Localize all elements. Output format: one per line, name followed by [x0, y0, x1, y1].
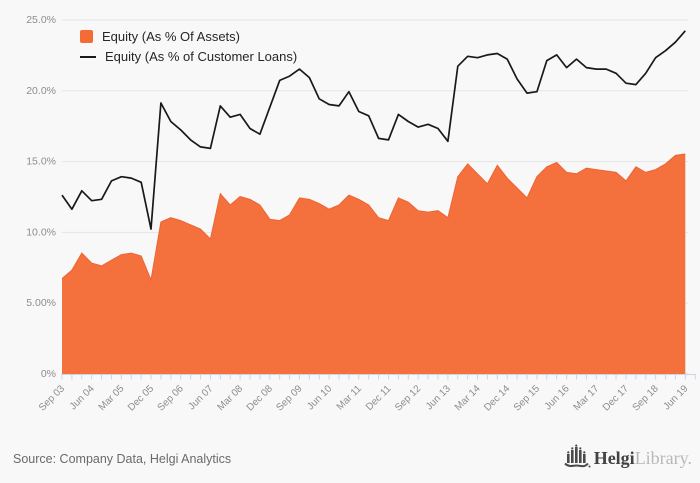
helgi-library-logo[interactable]: HelgiLibrary. — [563, 444, 692, 469]
legend-item-equity-loans[interactable]: Equity (As % of Customer Loans) — [80, 49, 297, 64]
x-axis-label: Dec 05 — [126, 383, 156, 413]
x-axis-label: Dec 14 — [482, 383, 512, 413]
y-axis-label: 0% — [41, 368, 56, 380]
x-axis-label: Sep 09 — [274, 383, 304, 413]
source-note: Source: Company Data, Helgi Analytics — [13, 452, 232, 466]
x-axis-label: Sep 15 — [512, 383, 542, 413]
x-axis-label: Mar 05 — [97, 383, 127, 413]
x-axis-label: Dec 17 — [601, 383, 631, 413]
y-axis-label: 5.00% — [26, 297, 56, 309]
x-axis-label: Sep 18 — [631, 383, 661, 413]
x-axis-label: Dec 11 — [364, 383, 394, 413]
y-axis-label: 25.0% — [26, 14, 56, 26]
x-axis-label: Jun 04 — [68, 383, 97, 412]
x-axis-label: Jun 13 — [424, 383, 453, 412]
x-axis-label: Jun 07 — [187, 383, 216, 412]
x-axis-label: Mar 11 — [335, 383, 365, 413]
equity-assets-area[interactable] — [62, 154, 686, 375]
equity-loans-line-icon — [80, 55, 96, 58]
equity-assets-area-edge — [61, 153, 686, 282]
x-axis-label: Dec 08 — [245, 383, 275, 413]
chart-legend: Equity (As % Of Assets) Equity (As % of … — [80, 29, 297, 64]
logo-text-helgi: Helgi — [593, 448, 635, 468]
y-axis-label: 20.0% — [26, 85, 56, 97]
x-axis-label: Jun 19 — [661, 383, 690, 412]
x-axis-label: Jun 16 — [543, 383, 572, 412]
legend-label-equity-loans: Equity (As % of Customer Loans) — [105, 49, 298, 64]
helgi-logo-icon — [563, 444, 591, 468]
x-axis-label: Mar 08 — [215, 383, 245, 413]
legend-item-equity-assets[interactable]: Equity (As % Of Assets) — [80, 29, 297, 44]
x-axis-label: Mar 17 — [572, 383, 602, 413]
x-axis-label: Sep 12 — [393, 383, 423, 413]
equity-assets-swatch-icon — [80, 30, 93, 43]
legend-label-equity-assets: Equity (As % Of Assets) — [102, 29, 240, 44]
equity-loans-line[interactable] — [61, 30, 686, 230]
logo-text-library: Library. — [634, 448, 692, 468]
x-axis-label: Sep 03 — [37, 383, 67, 413]
y-axis-label: 10.0% — [26, 226, 56, 238]
x-axis-label: Mar 14 — [453, 383, 483, 413]
y-axis-label: 15.0% — [26, 156, 56, 168]
x-axis-label: Jun 10 — [305, 383, 334, 412]
x-axis-label: Sep 06 — [156, 383, 186, 413]
chart-plot: 25.0%20.0%15.0%10.0%5.00%0%Sep 03 Jun 04 M… — [26, 14, 696, 414]
